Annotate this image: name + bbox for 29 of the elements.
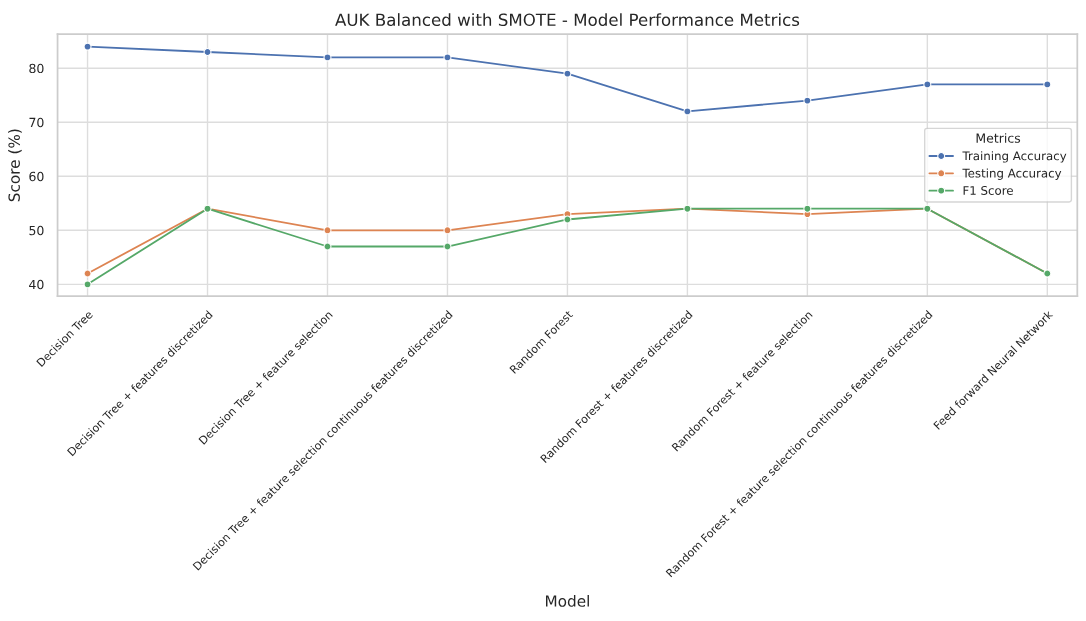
point [443,242,452,251]
point [83,42,92,51]
y-tick-label: 40 [29,279,44,290]
legend-label: Testing Accuracy [962,168,1062,180]
legend-label: F1 Score [963,186,1013,195]
legend-label: Training Accuracy [962,151,1067,163]
point [323,242,332,251]
x-axis-title: Model [546,594,589,607]
point [923,80,932,89]
legend-title: Metrics [976,133,1021,143]
point [803,204,812,213]
y-axis-title: Score (%) [8,129,22,202]
point [323,226,332,235]
chart-title: AUK Balanced with SMOTE - Model Performance Metrics [335,13,800,27]
point [563,215,572,224]
y-tick-label: 80 [29,63,44,74]
point [203,47,212,56]
point [1043,80,1052,89]
point [83,269,92,278]
point [323,53,332,62]
y-tick-label: 70 [29,117,44,128]
point [443,226,452,235]
point [83,280,92,289]
y-tick-label: 50 [29,225,44,236]
point [443,53,452,62]
y-tick-label: 60 [29,171,44,182]
point [803,96,812,105]
point [563,69,572,78]
point [683,107,692,116]
